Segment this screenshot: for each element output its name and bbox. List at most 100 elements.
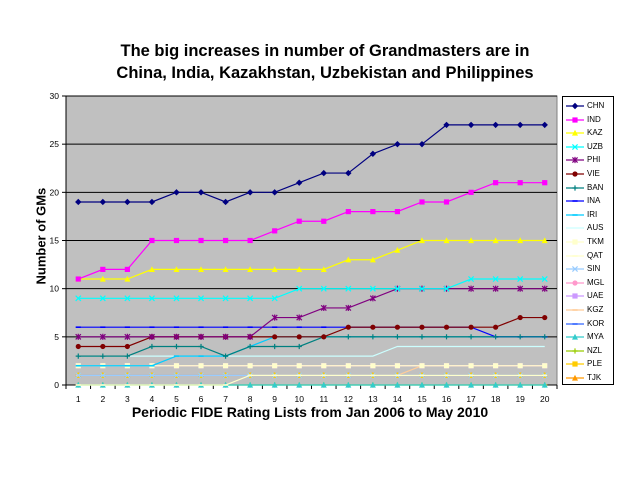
data-point — [321, 363, 327, 369]
data-point — [272, 363, 278, 369]
series-line — [78, 336, 545, 357]
x-tick-label: 11 — [319, 394, 328, 404]
series-ban — [75, 334, 548, 359]
legend-item-ind: IND — [563, 113, 615, 127]
legend-item-ban: BAN — [563, 181, 615, 195]
data-point — [369, 256, 376, 263]
data-point — [517, 314, 523, 321]
data-point — [418, 140, 426, 148]
legend-marker — [571, 143, 579, 150]
data-point — [173, 295, 180, 302]
legend-marker — [572, 280, 578, 286]
legend-label: AUS — [587, 223, 604, 233]
legend-item-tjk: TJK — [563, 371, 615, 385]
y-tick-label: 15 — [50, 236, 60, 246]
data-point — [345, 169, 352, 177]
x-tick-label: 19 — [515, 394, 525, 404]
data-point — [320, 285, 327, 292]
data-point — [75, 198, 82, 206]
data-point — [148, 295, 155, 302]
data-point — [541, 381, 548, 388]
data-point — [198, 237, 204, 244]
x-axis-label: Periodic FIDE Rating Lists from Jan 2006… — [131, 404, 489, 420]
data-point — [148, 198, 156, 206]
data-point — [124, 353, 130, 359]
data-point — [345, 363, 351, 369]
legend-swatch — [566, 129, 584, 136]
data-point — [516, 121, 524, 129]
data-point — [443, 199, 450, 205]
data-point — [222, 372, 229, 379]
series-line — [78, 345, 545, 357]
data-point — [247, 381, 254, 388]
legend-item-uae: UAE — [563, 289, 615, 303]
x-tick-label: 4 — [150, 394, 155, 404]
data-point — [418, 285, 425, 292]
x-tick-label: 14 — [393, 394, 403, 404]
legend-item-qat: QAT — [563, 249, 615, 263]
legend-item-ple: PLE — [563, 357, 615, 371]
data-point — [99, 333, 106, 340]
legend-swatch — [566, 293, 584, 299]
data-point — [247, 363, 253, 369]
data-point — [296, 314, 303, 321]
y-tick-label: 20 — [50, 187, 60, 197]
data-point — [124, 343, 130, 350]
data-point — [493, 324, 499, 330]
legend-label: VIE — [587, 169, 600, 178]
legend-marker — [571, 102, 579, 110]
chart-title-line-2: China, India, Kazakhstan, Uzbekistan and… — [116, 64, 534, 82]
data-point — [296, 179, 303, 186]
data-point — [173, 343, 180, 350]
legend-label: BAN — [587, 182, 604, 192]
data-point — [492, 121, 499, 129]
x-tick-label: 1 — [76, 394, 81, 404]
legend-swatch — [566, 184, 584, 191]
data-point — [222, 266, 229, 272]
data-point — [517, 276, 524, 283]
data-point — [100, 353, 106, 359]
data-point — [468, 237, 475, 244]
data-point — [443, 121, 450, 129]
data-point — [149, 343, 155, 350]
data-point — [296, 285, 303, 292]
data-point — [320, 381, 327, 388]
legend-item-kor: KOR — [563, 317, 615, 331]
data-point — [296, 218, 302, 224]
legend-marker — [572, 374, 578, 381]
x-tick-label: 13 — [368, 394, 378, 404]
legend-swatch — [566, 322, 584, 325]
legend-label: MYA — [587, 332, 604, 342]
x-tick-label: 6 — [199, 394, 204, 404]
series-line — [78, 288, 545, 338]
legend-swatch — [566, 213, 584, 216]
data-point — [271, 189, 278, 196]
legend-label: NZL — [587, 345, 603, 355]
legend-item-mgl: MGL — [563, 276, 615, 290]
data-point — [99, 295, 106, 302]
data-point — [198, 363, 204, 369]
legend-marker — [571, 157, 579, 164]
data-point — [468, 381, 475, 388]
data-point — [443, 237, 450, 244]
legend-marker — [572, 239, 578, 245]
data-point — [443, 324, 450, 330]
legend-item-mya: MYA — [563, 330, 615, 344]
data-point — [173, 189, 180, 196]
x-tick-label: 10 — [294, 394, 304, 404]
data-point — [468, 324, 474, 330]
legend-marker — [572, 129, 578, 136]
series-chn — [75, 121, 548, 206]
legend-item-nzl: NZL — [563, 344, 615, 358]
data-point — [124, 372, 131, 379]
x-tick-label: 18 — [491, 394, 501, 404]
data-point — [99, 372, 106, 379]
legend-label: UZB — [587, 141, 603, 151]
data-point — [124, 295, 131, 302]
data-point — [541, 237, 548, 244]
data-point — [443, 285, 450, 292]
data-point — [468, 276, 475, 283]
data-point — [492, 276, 499, 283]
data-point — [369, 295, 376, 302]
legend-marker — [572, 184, 578, 191]
